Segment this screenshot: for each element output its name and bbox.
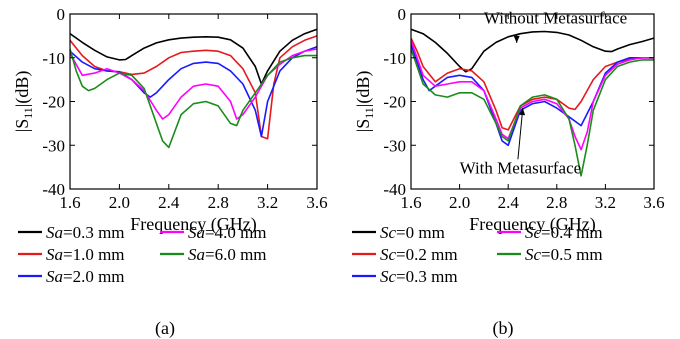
legend-entry-1: Sa=1.0 mm [46,245,125,264]
y-tick-label: 0 [57,5,66,24]
legend-entry-0: Sa=0.3 mm [46,223,125,242]
chart-panel-a: 1.6 2.0 2.4 2.8 3.2 3.6 0 -10 -20 -30 -40 Frequency… [12,5,328,339]
y-tick-label: -40 [383,180,406,199]
x-axis-label: Frequency (GHz) [469,214,595,235]
annotation-arrow-1 [517,108,524,160]
legend-entry-4: Sc=0.5 mm [525,245,603,264]
x-tick-label: 3.6 [306,193,327,212]
annotation-arrowhead-0 [513,35,520,43]
y-tick-label: -20 [383,93,406,112]
x-tick-label: 1.6 [400,193,421,212]
panel-label: (b) [493,318,514,339]
x-tick-label: 2.4 [158,193,180,212]
series-line-4 [70,48,317,149]
x-axis-label: Frequency (GHz) [130,214,256,235]
y-axis-label: |S11|(dB) [12,71,35,133]
x-tick-label: 1.6 [59,193,80,212]
x-tick-label: 2.0 [449,193,470,212]
annotation-arrowhead-1 [519,108,526,116]
series-line-2 [411,44,654,147]
x-tick-label: 3.2 [595,193,616,212]
series-line-4 [411,48,654,177]
x-tick-label: 3.6 [643,193,664,212]
series-line-3 [411,40,654,151]
series-line-0 [411,28,654,73]
x-tick-label: 2.4 [498,193,520,212]
legend-entry-0: Sc=0 mm [380,223,445,242]
y-tick-label: -20 [42,93,65,112]
legend-entry-3: Sc=0.4 mm [525,223,603,242]
legend-entry-1: Sc=0.2 mm [380,245,458,264]
panel-label: (a) [155,318,175,339]
x-tick-label: 2.8 [208,193,229,212]
series-line-1 [411,37,654,131]
annotation-label-1: With Metasurface [460,159,582,178]
chart-panel-b: 1.6 2.0 2.4 2.8 3.2 3.6 0 -10 -20 -30 -40 Frequency… [352,5,665,339]
legend-entry-2: Sa=2.0 mm [46,267,125,286]
plot-frame [69,13,318,190]
legend-entry-4: Sa=6.0 mm [188,245,267,264]
x-tick-label: 3.2 [257,193,278,212]
y-axis-label: |S11|(dB) [353,71,376,133]
y-tick-label: 0 [398,5,407,24]
y-tick-label: -10 [42,49,65,68]
y-tick-label: -10 [383,49,406,68]
series-line-0 [70,28,317,85]
x-tick-label: 2.8 [546,193,567,212]
annotation-label-0: Without Metasurface [484,9,627,28]
y-tick-label: -40 [42,180,65,199]
y-tick-label: -30 [383,136,406,155]
x-tick-label: 2.0 [109,193,130,212]
legend-entry-2: Sc=0.3 mm [380,267,458,286]
y-tick-label: -30 [42,136,65,155]
legend-entry-3: Sa=4.0 mm [188,223,267,242]
